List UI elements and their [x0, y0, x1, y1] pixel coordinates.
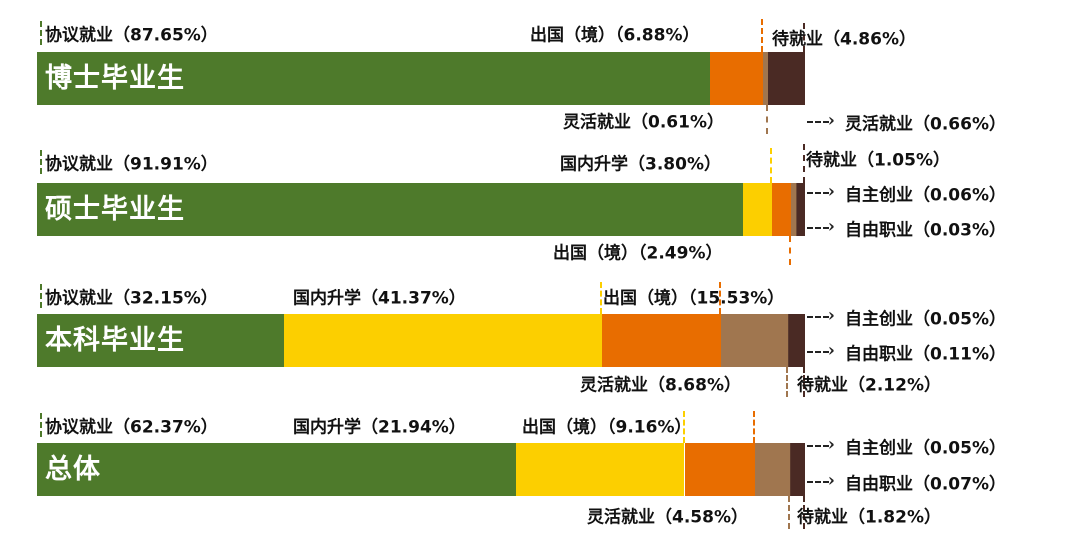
bar-segment-2 [283, 314, 602, 367]
data-label: 待就业（4.86%） [772, 29, 916, 50]
bar-segment-6 [787, 314, 789, 367]
bar-segment-2 [742, 183, 773, 236]
data-label: 自主创业（0.05%） [845, 309, 1006, 330]
bar-segment-5 [790, 443, 791, 496]
leader-line [803, 144, 805, 183]
data-label: 国内升学（21.94%） [293, 417, 466, 438]
leader-line [760, 19, 763, 52]
bar-segment-5 [787, 314, 789, 367]
data-label: 出国（境）（9.16%） [522, 417, 692, 438]
bar-segment-3 [710, 52, 763, 105]
bar-segment-2 [516, 443, 685, 496]
arrow-icon [807, 181, 835, 202]
data-label: 灵活就业（8.68%） [580, 375, 741, 396]
data-label: 出国（境）（15.53%） [603, 288, 785, 309]
data-label: 待就业（1.82%） [797, 507, 941, 528]
data-label: 协议就业（87.65%） [45, 25, 218, 46]
data-label: 国内升学（3.80%） [560, 154, 721, 175]
leader-line [682, 411, 685, 443]
data-label: 协议就业（32.15%） [45, 288, 218, 309]
data-label: 灵活就业（0.61%） [563, 112, 724, 133]
data-label: 自主创业（0.05%） [845, 438, 1006, 459]
leader-line [802, 496, 805, 529]
leader-line [788, 496, 791, 529]
bar-segment-5 [796, 183, 797, 236]
bar-segment-3 [601, 314, 721, 367]
data-label: 待就业（2.12%） [797, 375, 941, 396]
data-label: 自由职业（0.07%） [845, 474, 1006, 495]
leader-line [40, 413, 42, 437]
leader-line [752, 411, 755, 443]
leader-line [40, 284, 42, 308]
leader-line [770, 148, 773, 183]
bar-segment-4 [791, 183, 797, 236]
bar-segment-7 [767, 52, 805, 105]
bar-segment-1 [37, 443, 516, 496]
data-label: 自主创业（0.06%） [845, 185, 1006, 206]
arrow-icon [807, 305, 835, 326]
bar-segment-4 [720, 314, 788, 367]
category-label: 硕士毕业生 [45, 194, 185, 225]
bar-segment-1 [37, 183, 743, 236]
category-label: 博士毕业生 [45, 63, 185, 94]
leader-line [765, 105, 768, 134]
data-label: 协议就业（91.91%） [45, 154, 218, 175]
category-label: 总体 [45, 454, 101, 485]
bar-segment-7 [788, 314, 806, 367]
data-label: 出国（境）（6.88%） [530, 25, 700, 46]
arrow-icon [807, 470, 835, 491]
arrow-icon [807, 340, 835, 361]
leader-line [599, 282, 602, 314]
leader-line [785, 367, 788, 397]
leader-line [803, 367, 806, 397]
bar-segment-4 [762, 52, 768, 105]
data-label: 出国（境）（2.49%） [553, 243, 723, 264]
bar-segment-6 [790, 443, 791, 496]
bar-segment-3 [684, 443, 755, 496]
data-label: 自由职业（0.03%） [845, 220, 1006, 241]
leader-line [803, 23, 805, 52]
arrow-icon [807, 110, 835, 131]
bar-segment-1 [37, 52, 711, 105]
leader-line [718, 282, 721, 314]
arrow-icon [807, 216, 835, 237]
arrow-icon [807, 434, 835, 455]
leader-line [40, 21, 42, 45]
data-label: 自由职业（0.11%） [845, 344, 1006, 365]
data-label: 灵活就业（4.58%） [587, 507, 748, 528]
bar-segment-7 [790, 443, 805, 496]
leader-line [40, 150, 42, 174]
data-label: 灵活就业（0.66%） [845, 114, 1006, 135]
leader-line [789, 236, 792, 265]
data-label: 国内升学（41.37%） [293, 288, 466, 309]
category-label: 本科毕业生 [45, 325, 185, 356]
bar-segment-4 [754, 443, 791, 496]
bar-segment-7 [796, 183, 805, 236]
data-label: 协议就业（62.37%） [45, 417, 218, 438]
bar-segment-1 [37, 314, 284, 367]
data-label: 待就业（1.05%） [806, 150, 950, 171]
bar-segment-3 [772, 183, 792, 236]
